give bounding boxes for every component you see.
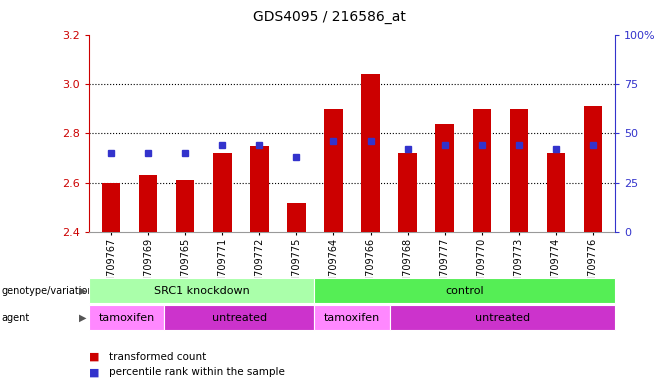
Bar: [472, 109, 491, 232]
Bar: [250, 146, 268, 232]
Text: transformed count: transformed count: [109, 352, 206, 362]
Bar: [287, 203, 306, 232]
Text: percentile rank within the sample: percentile rank within the sample: [109, 367, 284, 377]
Text: agent: agent: [1, 313, 30, 323]
Text: genotype/variation: genotype/variation: [1, 286, 94, 296]
Text: ■: ■: [89, 367, 99, 377]
Bar: [584, 106, 602, 232]
Bar: [436, 124, 454, 232]
Text: untreated: untreated: [475, 313, 530, 323]
Text: tamoxifen: tamoxifen: [324, 313, 380, 323]
Text: ■: ■: [89, 352, 99, 362]
Bar: [139, 175, 157, 232]
Bar: [509, 109, 528, 232]
Text: ▶: ▶: [78, 286, 86, 296]
Text: untreated: untreated: [212, 313, 266, 323]
Bar: [324, 109, 343, 232]
Bar: [102, 183, 120, 232]
Text: control: control: [445, 286, 484, 296]
Bar: [176, 180, 195, 232]
Bar: [398, 153, 417, 232]
Text: SRC1 knockdown: SRC1 knockdown: [154, 286, 249, 296]
Bar: [213, 153, 232, 232]
Text: GDS4095 / 216586_at: GDS4095 / 216586_at: [253, 10, 405, 23]
Text: ▶: ▶: [78, 313, 86, 323]
Text: tamoxifen: tamoxifen: [98, 313, 155, 323]
Bar: [361, 74, 380, 232]
Bar: [547, 153, 565, 232]
